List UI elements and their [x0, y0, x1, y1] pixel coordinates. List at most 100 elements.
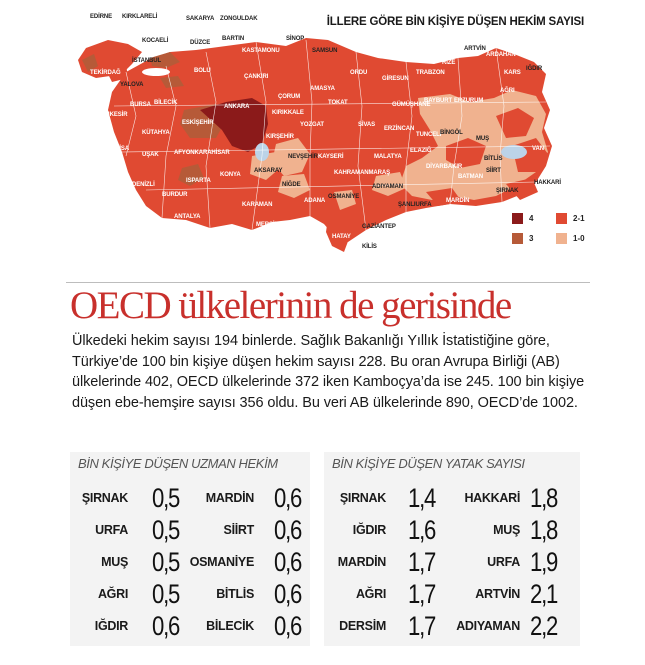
table-row: BİTLİS 0,6 — [70, 578, 310, 610]
city-label: BATMAN — [458, 174, 483, 180]
table-row: AĞRI 0,5 — [70, 578, 310, 610]
province-value: 2,1 — [530, 579, 558, 609]
province-name: MUŞ — [493, 523, 520, 537]
province-value: 0,6 — [274, 547, 302, 577]
legend-swatch — [556, 233, 567, 244]
city-label: BİLECİK — [154, 100, 178, 106]
province-name: AĞRI — [355, 587, 386, 601]
table-row: MARDİN 0,6 — [70, 482, 310, 514]
city-label: KİLİS — [362, 244, 377, 250]
table-row: ADIYAMAN 2,2 — [324, 610, 580, 642]
table-row: SİİRT 0,6 — [70, 514, 310, 546]
province-name: IĞDIR — [352, 523, 387, 537]
city-label: SAKARYA — [186, 16, 215, 22]
city-label: ZONGULDAK — [220, 16, 258, 22]
headline: OECD ülkelerinin de gerisinde — [70, 284, 512, 327]
region-light-adiyaman — [372, 172, 406, 196]
city-label: KARAMAN — [242, 202, 273, 208]
province-value: 1,4 — [408, 483, 436, 513]
legend-item: 2-1 — [556, 213, 585, 224]
city-label: MERSİN — [256, 222, 279, 228]
region-red-hakkari — [506, 178, 538, 200]
city-label: NEVŞEHİR — [288, 154, 318, 160]
province-value: 1,6 — [408, 515, 436, 545]
province-value: 1,8 — [530, 515, 558, 545]
city-label: NİĞDE — [282, 182, 301, 188]
city-label: EDİRNE — [90, 14, 113, 20]
city-label: MUĞLA — [106, 202, 128, 208]
city-label: BAYBURT — [424, 98, 453, 104]
region-red-east-2 — [496, 108, 534, 138]
city-label: KOCAELİ — [142, 38, 169, 44]
city-label: TOKAT — [328, 100, 348, 106]
region-red-mardin — [426, 188, 462, 206]
province-value: 0,5 — [152, 483, 180, 513]
city-label: KIRIKKALE — [272, 110, 304, 116]
province-value: 0,6 — [274, 579, 302, 609]
table-row: HAKKARİ 1,8 — [324, 482, 580, 514]
region-light-osmaniye — [334, 190, 356, 210]
city-label: AKSARAY — [254, 168, 283, 174]
table-row: URFA 0,5 — [70, 514, 310, 546]
bed-table-header-bar — [324, 452, 580, 476]
region-light-nigde — [278, 174, 310, 198]
city-label: ISPARTA — [186, 178, 211, 184]
province-name: MUŞ — [101, 555, 128, 569]
city-label: KIRKLARELİ — [122, 14, 158, 20]
province-value: 0,6 — [152, 611, 180, 641]
city-label: GAZİANTEP — [362, 224, 396, 230]
city-label: MUŞ — [476, 136, 490, 142]
city-label: KONYA — [220, 172, 241, 178]
legend-swatch — [512, 213, 523, 224]
city-label: RİZE — [442, 60, 456, 66]
section-divider — [66, 282, 590, 283]
province-value: 0,5 — [152, 547, 180, 577]
city-label: MALATYA — [374, 154, 402, 160]
region-light-nevsehir — [272, 138, 310, 176]
province-value: 1,7 — [408, 547, 436, 577]
city-label: KARS — [504, 70, 521, 76]
table-row: BİLECİK 0,6 — [70, 610, 310, 642]
region-light-adana — [304, 188, 332, 216]
city-label: ORDU — [350, 70, 368, 76]
city-label: İZMİR — [82, 162, 98, 168]
city-label: ARDAHAN — [486, 52, 516, 58]
city-label: ÇANAKKALE — [66, 98, 104, 104]
city-label: DİYARBAKIR — [426, 164, 463, 170]
map-title: İLLERE GÖRE BİN KİŞİYE DÜŞEN HEKİM SAYIS… — [326, 16, 584, 28]
province-name: BİTLİS — [216, 587, 254, 601]
province-name: BİLECİK — [206, 619, 254, 633]
province-value: 0,5 — [152, 579, 180, 609]
legend-swatch — [512, 233, 523, 244]
city-label: UŞAK — [142, 152, 159, 158]
province-name: HAKKARİ — [464, 491, 520, 505]
city-label: İSTANBUL — [132, 58, 162, 64]
region-yalova — [160, 76, 184, 88]
city-label: HAKKARİ — [534, 180, 561, 186]
city-label: ADANA — [304, 198, 326, 204]
legend-item: 4 — [512, 213, 533, 224]
city-label: SİİRT — [486, 168, 501, 174]
bed-table: ŞIRNAK 1,4 IĞDIR 1,6 MARDİN 1,7 AĞRI 1,7 DERSİM 1… — [324, 476, 580, 646]
city-label: ŞANLIURFA — [398, 202, 432, 208]
city-label: AMASYA — [310, 86, 335, 92]
city-label: ELAZIĞ — [410, 148, 432, 154]
city-label: TRABZON — [416, 70, 445, 76]
province-name: ADIYAMAN — [456, 619, 520, 633]
province-name: SİİRT — [223, 523, 255, 537]
region-isparta — [178, 164, 204, 186]
lake-marmara — [142, 68, 170, 76]
province-name: ŞIRNAK — [81, 491, 128, 505]
province-name: MARDİN — [205, 491, 255, 505]
table-row: AĞRI 1,7 — [324, 578, 580, 610]
province-name: IĞDIR — [94, 619, 129, 633]
city-label: BALIKESİR — [96, 112, 128, 118]
city-label: BOLU — [194, 68, 211, 74]
legend-swatch — [556, 213, 567, 224]
article-body: Ülkedeki hekim sayısı 194 binlerde. Sağl… — [72, 333, 585, 411]
legend-label: 4 — [529, 214, 534, 223]
specialist-table-header-bar — [70, 452, 310, 476]
table-row: ŞIRNAK 0,5 — [70, 482, 310, 514]
table-row: ARTVİN 2,1 — [324, 578, 580, 610]
legend-label: 3 — [529, 234, 534, 243]
